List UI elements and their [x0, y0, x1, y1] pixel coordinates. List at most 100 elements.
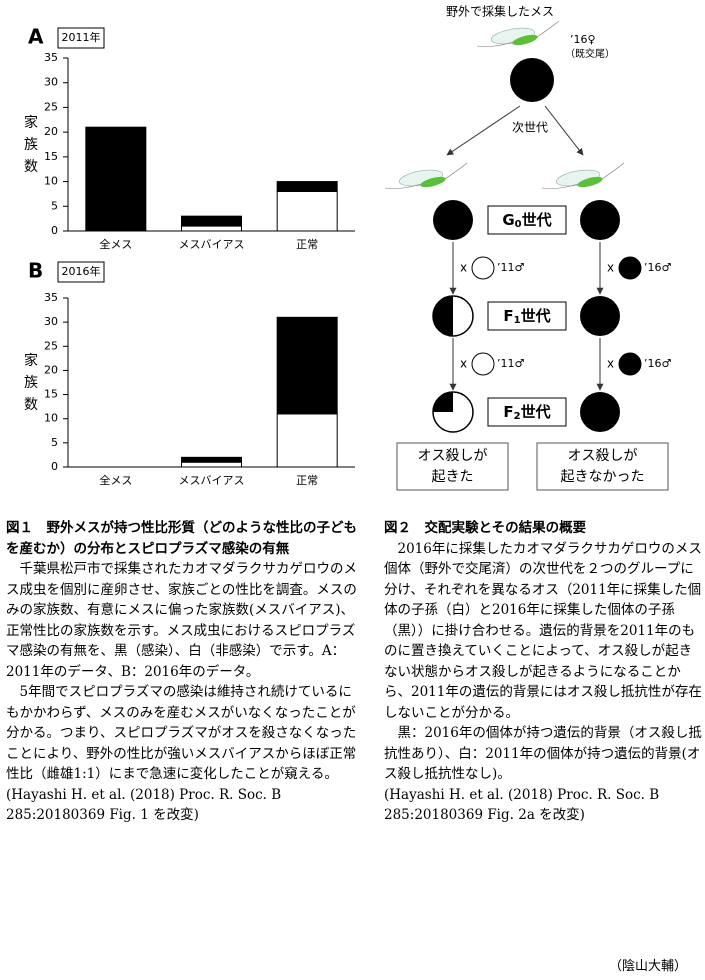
- individual-black-part: [433, 392, 453, 412]
- bar-segment: [181, 456, 242, 463]
- x-tick-label: 正常: [296, 238, 318, 251]
- generation-label: F2世代: [503, 403, 550, 423]
- caption-title: 図２ 交配実験とその結果の概要: [384, 520, 587, 536]
- caption-title: 図１ 野外メスが持つ性比形質（どのような性比の子どもを産むか）の分布とスピロプラ…: [6, 520, 357, 557]
- y-tick-label: 30: [44, 76, 58, 89]
- individual: [433, 200, 473, 240]
- y-tick-label: 5: [51, 436, 58, 449]
- x-tick-label: メスバイアス: [179, 474, 245, 487]
- y-axis-label: 家族数: [22, 114, 38, 181]
- next-gen-label: 次世代: [512, 121, 548, 135]
- male-label: ’16♂: [644, 261, 671, 274]
- outcome-box: [396, 442, 509, 491]
- female-year: ’16♀: [570, 33, 596, 46]
- y-tick-label: 15: [44, 388, 58, 401]
- arrow: [544, 105, 584, 156]
- insect-antenna: [385, 162, 468, 189]
- x-tick-label: 全メス: [99, 473, 132, 487]
- outcome-label: オス殺しが: [418, 448, 488, 464]
- y-tick-label: 0: [51, 224, 58, 237]
- generation-letter: F: [503, 307, 513, 325]
- bar-segment: [181, 215, 242, 227]
- caption-paragraph: 2016年に採集したカオマダラクサカゲロウのメス個体（野外で交尾済）の次世代を２…: [384, 540, 702, 721]
- bar-segment: [85, 126, 147, 232]
- outcome-label: 起きなかった: [561, 469, 645, 485]
- bar-segment: [276, 413, 338, 468]
- insect-antenna: [476, 20, 560, 47]
- y-tick-label: 0: [51, 460, 58, 473]
- y-tick-label: 15: [44, 150, 58, 163]
- individual: [580, 392, 620, 432]
- cross-x: x: [460, 261, 467, 275]
- cross-x: x: [607, 357, 614, 371]
- male-label: ’11♂: [497, 357, 524, 370]
- generation-label: F1世代: [503, 307, 550, 327]
- individual-black-part: [433, 296, 453, 336]
- female-circle: [510, 58, 554, 102]
- generation-suffix: 世代: [522, 211, 552, 229]
- generation-letter: G: [502, 211, 514, 229]
- generation-box: [487, 397, 567, 427]
- caption-citation: (Hayashi H. et al. (2018) Proc. R. Soc. …: [384, 786, 660, 824]
- year-box: [57, 261, 105, 283]
- generation-sub: 2: [514, 411, 521, 422]
- female-note: （既交尾）: [565, 47, 615, 60]
- male-circle: [618, 352, 642, 376]
- bar-segment: [181, 461, 242, 468]
- wild-female-label: 野外で採集したメス: [446, 4, 554, 19]
- x-tick-label: 正常: [296, 474, 318, 487]
- y-axis-label: 家族数: [22, 352, 38, 419]
- generation-box: [487, 301, 567, 331]
- year-box: [57, 27, 105, 49]
- generation-suffix: 世代: [521, 403, 551, 421]
- outcome-label: オス殺しが: [568, 448, 638, 464]
- figure-2-caption: 図２ 交配実験とその結果の概要 2016年に採集したカオマダラクサカゲロウのメス個…: [384, 518, 702, 826]
- y-tick-label: 25: [44, 339, 58, 352]
- bar-segment: [276, 190, 338, 232]
- bar-segment: [276, 181, 338, 192]
- individual: [580, 200, 620, 240]
- generation-label: G0世代: [502, 211, 551, 231]
- arrow: [446, 105, 521, 156]
- male-label: ’11♂: [497, 261, 524, 274]
- year-label: 2011年: [62, 30, 101, 44]
- x-tick-label: 全メス: [99, 237, 132, 251]
- y-tick-label: 5: [51, 199, 58, 212]
- caption-paragraph: 千葉県松戸市で採集されたカオマダラクサカゲロウのメス成虫を個別に産卵させ、家族ご…: [6, 561, 357, 680]
- male-circle: [471, 256, 495, 280]
- insect-body: [577, 176, 603, 188]
- individual: [580, 296, 620, 336]
- generation-sub: 0: [515, 219, 522, 230]
- bar-segment: [276, 316, 338, 415]
- figure-1-caption: 図１ 野外メスが持つ性比形質（どのような性比の子どもを産むか）の分布とスピロプラ…: [6, 518, 358, 826]
- insect-body: [512, 34, 538, 46]
- cross-x: x: [607, 261, 614, 275]
- panel-label: A: [28, 25, 44, 49]
- caption-citation: (Hayashi H. et al. (2018) Proc. R. Soc. …: [6, 786, 282, 824]
- panel-label: B: [28, 259, 43, 283]
- caption-paragraph: 5年間でスピロプラズマの感染は維持され続けているにもかかわらず、メスのみを産むメ…: [6, 684, 357, 782]
- outcome-box: [536, 442, 669, 491]
- y-tick-label: 20: [44, 125, 58, 138]
- male-circle: [471, 352, 495, 376]
- male-label: ’16♂: [644, 357, 671, 370]
- caption-paragraph: 黒：2016年の個体が持つ遺伝的背景（オス殺し抵抗性あり）、白：2011年の個体…: [384, 725, 702, 782]
- insect-antenna: [541, 162, 625, 189]
- y-tick-label: 10: [44, 412, 58, 425]
- year-label: 2016年: [62, 264, 101, 278]
- y-tick-label: 25: [44, 100, 58, 113]
- y-tick-label: 35: [44, 51, 58, 64]
- bar-segment: [181, 225, 242, 232]
- author: （陰山大輔）: [608, 959, 687, 974]
- generation-sub: 1: [514, 315, 521, 326]
- generation-suffix: 世代: [521, 307, 551, 325]
- y-tick-label: 10: [44, 175, 58, 188]
- insect-body: [420, 176, 446, 188]
- male-circle: [618, 256, 642, 280]
- y-tick-label: 20: [44, 363, 58, 376]
- x-tick-label: メスバイアス: [179, 238, 245, 251]
- generation-letter: F: [503, 403, 513, 421]
